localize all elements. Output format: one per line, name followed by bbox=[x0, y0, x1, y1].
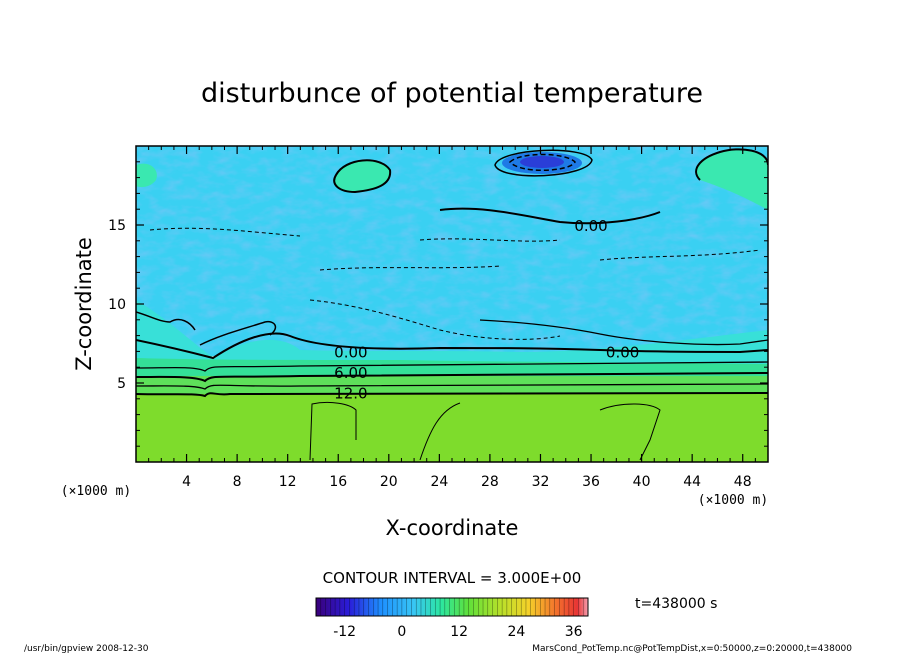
cold-core bbox=[520, 156, 564, 168]
contour-0-blob-1 bbox=[333, 159, 392, 194]
contour-lower-warm bbox=[309, 401, 661, 461]
warm-blob-3 bbox=[136, 163, 157, 188]
x-tick-label: 32 bbox=[532, 474, 550, 490]
contour-label: 0.00 bbox=[574, 217, 607, 235]
x-tick-label: 20 bbox=[380, 474, 398, 490]
x-tick-label: 48 bbox=[734, 474, 752, 490]
colorbar-stripes bbox=[315, 598, 589, 616]
x-tick-label: 8 bbox=[233, 474, 242, 490]
footer-right: MarsCond_PotTemp.nc@PotTempDist,x=0:5000… bbox=[532, 644, 852, 654]
x-axis: 4 8 12 16 20 24 28 32 36 40 44 48 bbox=[148, 146, 756, 490]
contour-dash-upper bbox=[149, 227, 761, 271]
y-tick-label: 15 bbox=[108, 218, 126, 234]
contour-0-main bbox=[136, 332, 768, 360]
warm-blob-2 bbox=[696, 149, 768, 210]
colorbar bbox=[315, 597, 589, 617]
field-lower bbox=[136, 394, 768, 462]
x-axis-label: X-coordinate bbox=[386, 516, 519, 540]
contour-label: 0.00 bbox=[606, 343, 639, 361]
x-tick-label: 24 bbox=[430, 474, 448, 490]
colorbar-tick-label: 0 bbox=[397, 624, 406, 640]
contour-9 bbox=[136, 383, 768, 390]
y-tick-label: 5 bbox=[117, 376, 126, 392]
contour-lines bbox=[136, 148, 768, 461]
x-tick-label: 36 bbox=[582, 474, 600, 490]
y-tick-label: 10 bbox=[108, 297, 126, 313]
warm-blob-1 bbox=[334, 160, 391, 192]
contour-label: 12.0 bbox=[334, 384, 367, 402]
y-axis: 5 10 15 bbox=[108, 161, 768, 447]
contour-n3 bbox=[309, 299, 561, 340]
contour-12 bbox=[136, 392, 768, 398]
x-tick-label: 16 bbox=[329, 474, 347, 490]
colorbar-tick-label: 24 bbox=[508, 624, 526, 640]
colorbar-ticks: -12 0 12 24 36 bbox=[333, 624, 582, 640]
y-axis-label: Z-coordinate bbox=[72, 237, 96, 371]
contour-n3-cold bbox=[494, 149, 593, 177]
field-cyan-band bbox=[136, 300, 768, 376]
plot-area bbox=[136, 146, 768, 462]
x-tick-label: 28 bbox=[481, 474, 499, 490]
contour-left-edge bbox=[136, 311, 196, 331]
contour-0-upper bbox=[439, 207, 661, 225]
y-unit-label: (×1000 m) bbox=[61, 484, 131, 499]
contour-left-0 bbox=[199, 320, 277, 346]
contour-3 bbox=[136, 361, 768, 372]
field-upper-noise bbox=[136, 146, 768, 356]
x-unit-label: (×1000 m) bbox=[698, 493, 768, 508]
colorbar-tick-label: 12 bbox=[450, 624, 468, 640]
contour-6 bbox=[136, 372, 768, 383]
colorbar-tick-label: -12 bbox=[333, 624, 356, 640]
contour-interval: CONTOUR INTERVAL = 3.000E+00 bbox=[323, 569, 582, 587]
x-tick-label: 44 bbox=[683, 474, 701, 490]
x-tick-label: 4 bbox=[182, 474, 191, 490]
time-label: t=438000 s bbox=[635, 596, 717, 612]
contour-0-tongue bbox=[479, 319, 768, 346]
colorbar-tick-label: 36 bbox=[565, 624, 583, 640]
chart-title: disturbunce of potential temperature bbox=[201, 78, 703, 109]
contour-label: 6.00 bbox=[334, 364, 367, 382]
contour-labels: 0.00 6.00 12.0 0.00 0.00 bbox=[334, 217, 639, 402]
x-tick-label: 40 bbox=[633, 474, 651, 490]
contour-label: 0.00 bbox=[334, 343, 367, 361]
footer-left: /usr/bin/gpview 2008-12-30 bbox=[24, 644, 149, 654]
contour-n6-cold bbox=[508, 153, 576, 171]
contour-0-blob-2 bbox=[695, 148, 768, 181]
x-tick-label: 12 bbox=[279, 474, 297, 490]
